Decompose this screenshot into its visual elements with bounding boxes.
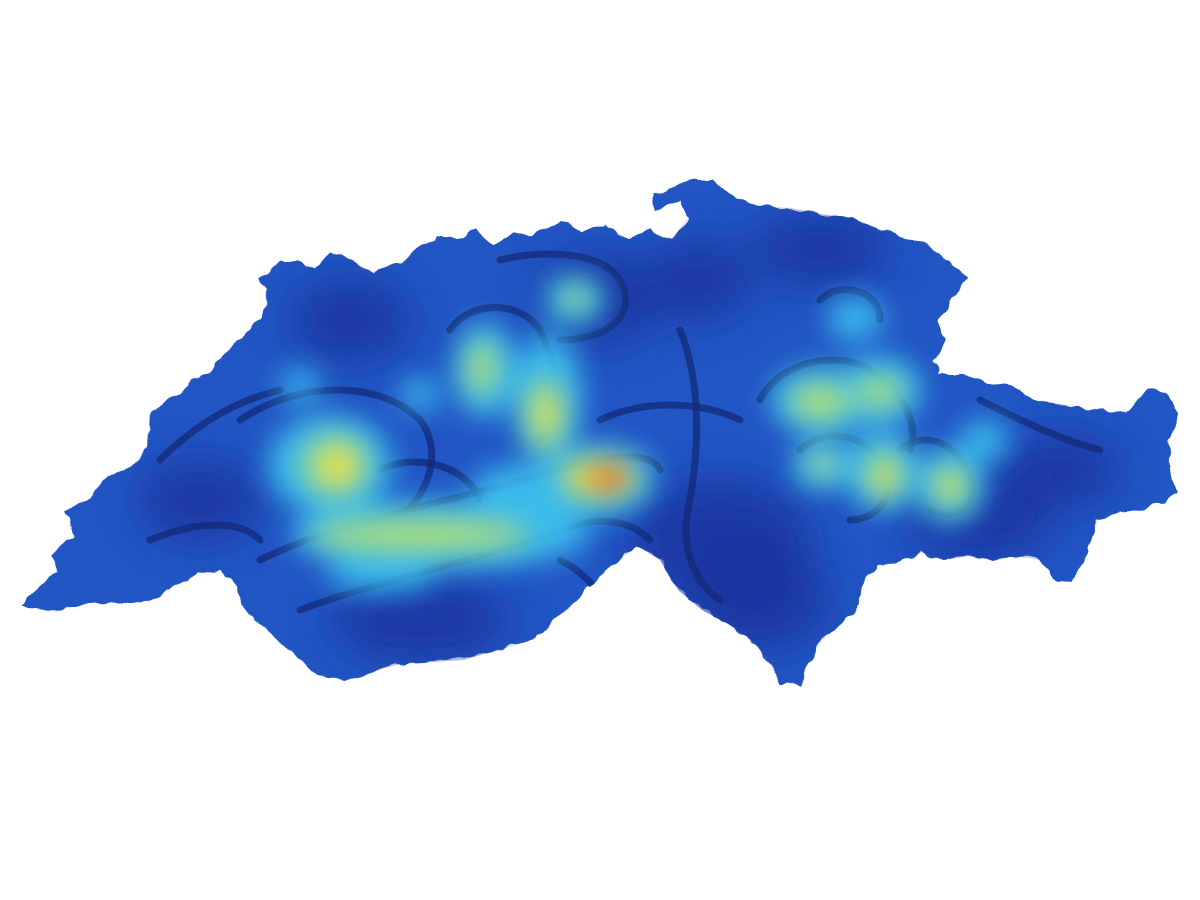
contour-line-4 (496, 250, 629, 344)
hot-core-9 (858, 376, 902, 408)
hot-core-7 (588, 466, 628, 490)
cyan-halo-14 (280, 369, 320, 401)
deep-region-3 (330, 580, 510, 660)
contour-line-11 (596, 401, 744, 424)
cyan-halo-15 (400, 379, 440, 411)
hot-core-15 (561, 287, 589, 309)
contour-line-8 (676, 326, 724, 604)
deep-region-7 (750, 215, 890, 285)
hot-core-4 (539, 394, 557, 426)
cyan-halo-12 (325, 559, 435, 591)
deep-region-9 (650, 240, 750, 320)
hot-core-2 (310, 519, 530, 551)
cyan-halo-11 (827, 296, 883, 340)
deep-region-6 (140, 460, 260, 540)
deep-region-5 (1000, 435, 1120, 505)
contour-line-9 (156, 386, 284, 464)
hot-core-11 (877, 466, 895, 490)
hot-core-5 (468, 340, 496, 396)
hot-core-1 (326, 452, 358, 484)
contour-line-14 (146, 521, 264, 544)
deep-region-1 (690, 550, 830, 650)
contour-line-10 (976, 396, 1104, 454)
deep-region-8 (290, 280, 410, 360)
heat-field (140, 215, 1120, 660)
hot-core-13 (942, 476, 958, 496)
cyan-halo-16 (961, 420, 1009, 460)
hot-core-8 (790, 384, 850, 420)
hot-core-14 (808, 453, 836, 477)
